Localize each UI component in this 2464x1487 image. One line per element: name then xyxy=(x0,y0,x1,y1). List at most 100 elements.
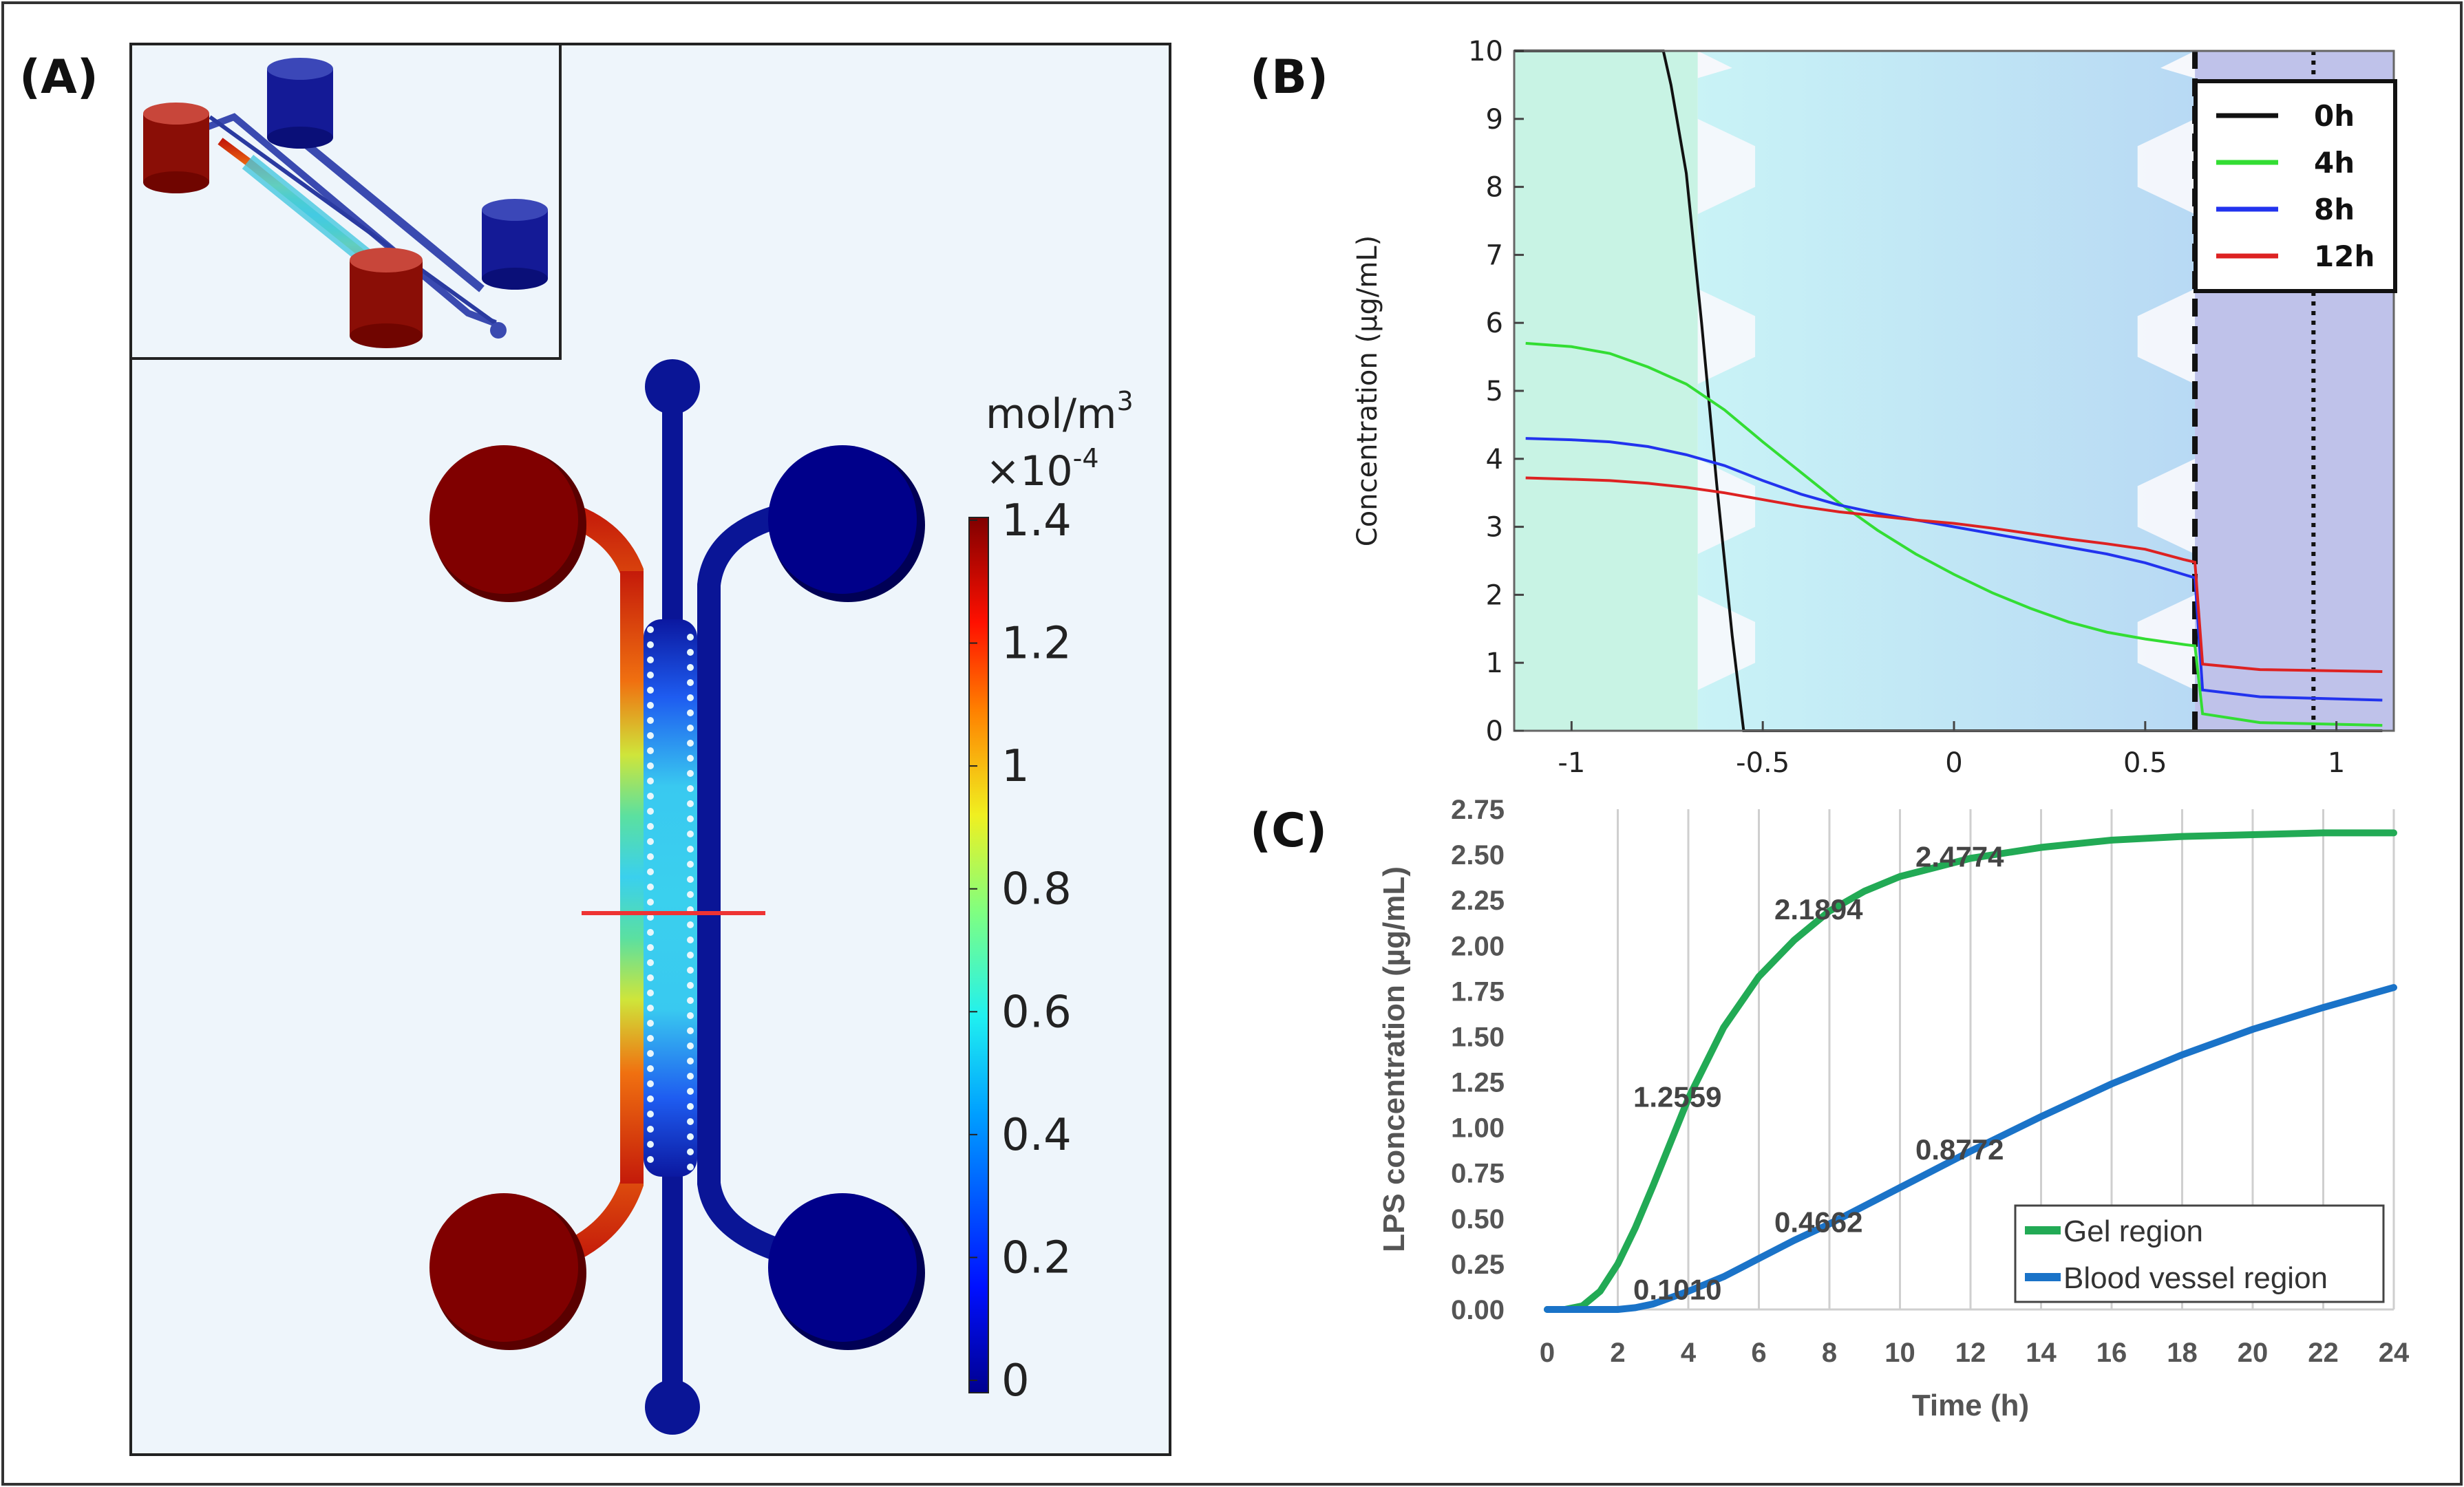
bottom-port-icon xyxy=(645,1380,700,1435)
panel-c-label: (C) xyxy=(1250,804,1327,858)
colorbar-ticks: 1.4 1.2 1 0.8 0.6 0.4 0.2 0 xyxy=(969,495,1072,1406)
x-tick-label: 12 xyxy=(1955,1338,1986,1368)
panel-b-label: (B) xyxy=(1250,50,1328,105)
y-tick-label: 3 xyxy=(1486,512,1503,544)
y-tick-label: 9 xyxy=(1486,104,1503,136)
gel-post-icon xyxy=(687,937,694,943)
gel-post-icon xyxy=(647,1080,654,1087)
reservoir-blue-bottom-icon xyxy=(768,1193,925,1350)
y-tick-label: 0.00 xyxy=(1451,1295,1505,1325)
gel-post-icon xyxy=(647,989,654,996)
colorbar-scale xyxy=(968,517,989,1393)
gel-post-icon xyxy=(647,944,654,951)
data-label: 2.4774 xyxy=(1915,840,2004,873)
x-tick-label: 14 xyxy=(2026,1338,2057,1368)
gel-post-icon xyxy=(1697,118,1756,215)
gel-post-icon xyxy=(647,626,654,633)
series-0h-line xyxy=(1514,50,2383,732)
gel-post-icon xyxy=(647,853,654,860)
x-tick-label: 1 xyxy=(2328,747,2345,779)
legend-item-label: 12h xyxy=(2314,239,2375,273)
gel-post-icon xyxy=(647,1111,654,1117)
y-axis-label: LPS concentration (µg/mL) xyxy=(1377,866,1411,1252)
x-tick-label: 0 xyxy=(1945,747,1962,779)
data-label: 0.1010 xyxy=(1633,1274,1721,1306)
gel-post-icon xyxy=(647,974,654,981)
gel-post-icon xyxy=(647,1050,654,1057)
chart-c: 1.2559 2.1894 2.4774 0.1010 0.4662 0.8772 0.00… xyxy=(1377,795,2410,1422)
x-tick-label: 18 xyxy=(2167,1338,2198,1368)
gel-post-icon xyxy=(1697,458,1756,555)
gel-post-icon xyxy=(687,740,694,747)
gel-post-icon xyxy=(647,687,654,694)
y-tick-label: 2.00 xyxy=(1451,931,1505,961)
y-tick-label: 2.25 xyxy=(1451,886,1505,916)
y-tick-label: 0 xyxy=(1486,716,1503,747)
x-tick-label: 24 xyxy=(2379,1338,2410,1368)
gel-post-icon xyxy=(687,709,694,716)
x-tick-label: 0.5 xyxy=(2123,747,2167,779)
legend-item-label: 0h xyxy=(2314,99,2355,133)
colorbar-tick-label: 1.4 xyxy=(1001,495,1072,546)
gel-post-icon xyxy=(2160,51,2196,78)
series-blood-vessel-region-line xyxy=(1544,984,2397,1313)
colorbar-tick-label: 0.8 xyxy=(1001,864,1072,915)
y-tick-label: 6 xyxy=(1486,308,1503,339)
gel-post-icon xyxy=(647,808,654,815)
gel-post-icon xyxy=(647,899,654,906)
y-tick-label: 10 xyxy=(1468,36,1503,67)
y-tick-label: 1.00 xyxy=(1451,1113,1505,1144)
gel-post-icon xyxy=(687,891,694,898)
gel-post-icon xyxy=(687,831,694,837)
colorbar-tick-label: 1 xyxy=(1001,741,1030,792)
gel-post-icon xyxy=(687,1164,694,1170)
x-tick-label: 4 xyxy=(1681,1338,1697,1368)
gel-post-icon xyxy=(647,838,654,845)
y-tick-label: 0.25 xyxy=(1451,1250,1505,1280)
gel-post-icon xyxy=(687,649,694,656)
gel-post-icon xyxy=(687,1027,694,1034)
gel-post-icon xyxy=(687,876,694,883)
gel-post-icon xyxy=(687,634,694,641)
gel-post-icon xyxy=(2137,458,2196,555)
gel-post-icon xyxy=(687,785,694,792)
series-8h-line xyxy=(1525,437,2383,702)
inset-cylinder-red-1-icon xyxy=(143,103,209,193)
legend-item-label: 8h xyxy=(2314,193,2355,226)
gel-post-icon xyxy=(1697,51,1732,78)
inset-cylinder-blue-1-icon xyxy=(267,58,333,149)
reservoir-blue-top-icon xyxy=(768,445,925,602)
y-tick-label: 0.50 xyxy=(1451,1204,1505,1234)
legend-box xyxy=(2014,1204,2385,1303)
y-tick-label: 1.75 xyxy=(1451,976,1505,1007)
x-tick-label: 0 xyxy=(1540,1338,1555,1368)
gel-post-icon xyxy=(687,694,694,701)
panel-a: (A) xyxy=(19,43,1171,1456)
legend-item-label: 4h xyxy=(2314,146,2355,180)
colorbar: mol/m3 ×10-4 1.4 1.2 1 0.8 0.6 0.4 0.2 0 xyxy=(968,386,1134,1406)
y-tick-label: 1.25 xyxy=(1451,1068,1505,1098)
gel-post-icon xyxy=(687,800,694,807)
gel-post-icon xyxy=(687,997,694,1004)
gel-post-icon xyxy=(647,656,654,663)
series-gel-region-line xyxy=(1544,829,2397,1313)
gel-post-icon xyxy=(687,1042,694,1049)
gel-post-icon xyxy=(647,884,654,890)
gel-post-icon xyxy=(647,914,654,921)
colorbar-tick-label: 0.2 xyxy=(1001,1232,1072,1283)
x-tick-label: 6 xyxy=(1751,1338,1766,1368)
gel-post-icon xyxy=(687,679,694,686)
series-12h-line xyxy=(1525,476,2383,674)
gel-post-icon xyxy=(647,778,654,784)
gel-post-icon xyxy=(647,1035,654,1042)
x-axis-label: Time (h) xyxy=(1912,1389,2029,1422)
legend-item-label: Gel region xyxy=(2063,1215,2203,1248)
gel-post-icon xyxy=(647,1020,654,1027)
data-label: 1.2559 xyxy=(1633,1080,1721,1113)
panel-c: (C) 1.2559 2.1894 2.4774 0.1010 0.4662 0.8772… xyxy=(1250,795,2410,1422)
legend-item-label: Blood vessel region xyxy=(2063,1261,2328,1295)
colorbar-tick-label: 0.4 xyxy=(1001,1110,1072,1161)
series-4h-line xyxy=(1525,341,2383,727)
gel-post-icon xyxy=(2137,118,2196,215)
gel-post-icon xyxy=(687,846,694,853)
